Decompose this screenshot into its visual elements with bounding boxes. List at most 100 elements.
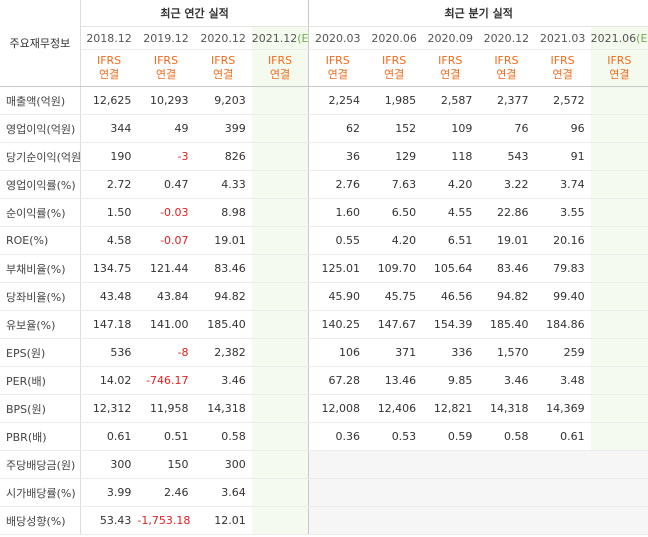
row-label: EPS(원) [0, 338, 81, 367]
annual-value: 9,203 [194, 86, 252, 115]
quarterly-value: 2,377 [478, 86, 535, 115]
row-label: PER(배) [0, 366, 81, 395]
row-label: 영업이익(억원) [0, 114, 81, 143]
annual-value: 4.58 [80, 226, 138, 255]
annual-value: 12.01 [194, 506, 252, 535]
basis-scope: 연결 [269, 68, 291, 81]
estimate-cell [590, 226, 648, 255]
basis-standard: IFRS [153, 54, 179, 67]
quarterly-value: 22.86 [478, 198, 535, 227]
basis-label: IFRS 연결 [534, 49, 591, 87]
period-date: 2020.12 [478, 26, 535, 50]
quarterly-value: 12,406 [366, 394, 423, 423]
quarterly-value: 67.28 [308, 366, 367, 395]
quarterly-value: 2,587 [422, 86, 479, 115]
quarterly-value: 0.59 [422, 422, 479, 451]
quarterly-value: 118 [422, 142, 479, 171]
annual-value: 3.99 [80, 478, 138, 507]
quarterly-value: 62 [308, 114, 367, 143]
row-label: 유보율(%) [0, 310, 81, 339]
basis-standard: IFRS [607, 54, 632, 67]
data-row: PER(배) 14.02 -746.17 3.46 67.28 13.46 9.85 3.46… [0, 366, 648, 395]
annual-value: 121.44 [137, 254, 195, 283]
quarterly-value: 12,821 [422, 394, 479, 423]
annual-value: 43.48 [80, 282, 138, 311]
row-label: 순이익률(%) [0, 198, 81, 227]
quarterly-value: 14,318 [478, 394, 535, 423]
quarterly-value: 4.55 [422, 198, 479, 227]
quarterly-value: 20.16 [534, 226, 591, 255]
basis-label: IFRS 연결 [137, 49, 195, 87]
basis-scope: 연결 [383, 68, 405, 81]
empty-cell [422, 478, 479, 507]
basis-scope: 연결 [98, 68, 120, 81]
quarterly-value: 91 [534, 142, 591, 171]
annual-value: -3 [137, 142, 195, 171]
basis-scope: 연결 [213, 68, 234, 81]
quarterly-value: 3.22 [478, 170, 535, 199]
empty-cell [308, 478, 367, 507]
quarterly-value: 9.85 [422, 366, 479, 395]
annual-value: -0.03 [137, 198, 195, 227]
period-date: 2019.12 [137, 26, 195, 50]
period-date: 2018.12 [80, 26, 138, 50]
data-row: 유보율(%) 147.18 141.00 185.40 140.25 147.67 154.… [0, 310, 648, 339]
period-date: 2020.12 [194, 26, 252, 50]
estimate-cell [251, 226, 310, 255]
annual-value: 4.33 [194, 170, 252, 199]
data-row: BPS(원) 12,312 11,958 14,318 12,008 12,406 12,8… [0, 394, 648, 423]
empty-cell [308, 450, 367, 479]
annual-value: 147.18 [80, 310, 138, 339]
estimate-cell [251, 506, 310, 535]
annual-value: 12,625 [80, 86, 138, 115]
quarterly-value: 140.25 [308, 310, 367, 339]
empty-cell [590, 506, 648, 535]
annual-value: 0.51 [137, 422, 195, 451]
annual-value: 185.40 [194, 310, 252, 339]
quarterly-value: 336 [422, 338, 479, 367]
basis-label: IFRS 연결 [80, 49, 138, 87]
header-row: 2018.122019.122020.122021.12(E)2020.0320… [0, 26, 648, 50]
basis-scope: 연결 [552, 68, 573, 81]
period-date: 2020.09 [422, 26, 479, 50]
empty-cell [534, 450, 591, 479]
quarterly-value: 154.39 [422, 310, 479, 339]
header-title: 주요재무정보 [0, 0, 81, 87]
estimate-cell [251, 366, 310, 395]
header-row: IFRS 연결 IFRS 연결 IFRS 연결 IFRS 연결 IFRS 연결 IFRS 연결 IFRS… [0, 49, 648, 87]
estimate-cell [251, 338, 310, 367]
annual-value: 3.64 [194, 478, 252, 507]
quarterly-value: 109.70 [366, 254, 423, 283]
row-label: ROE(%) [0, 226, 81, 255]
quarterly-value: 13.46 [366, 366, 423, 395]
annual-value: 14.02 [80, 366, 138, 395]
quarterly-value: 12,008 [308, 394, 367, 423]
annual-value: 11,958 [137, 394, 195, 423]
quarterly-value: 96 [534, 114, 591, 143]
annual-value: 49 [137, 114, 195, 143]
basis-label: IFRS 연결 [590, 49, 648, 87]
estimate-cell [251, 254, 310, 283]
quarterly-value: 109 [422, 114, 479, 143]
estimate-cell [251, 114, 310, 143]
annual-value: 190 [80, 142, 138, 171]
empty-cell [422, 450, 479, 479]
quarterly-value: 0.58 [478, 422, 535, 451]
empty-cell [534, 506, 591, 535]
empty-cell [366, 478, 423, 507]
quarterly-value: 36 [308, 142, 367, 171]
annual-value: 94.82 [194, 282, 252, 311]
basis-standard: IFRS [267, 54, 293, 67]
basis-label: IFRS 연결 [251, 49, 310, 87]
quarterly-value: 99.40 [534, 282, 591, 311]
annual-value: 300 [194, 450, 252, 479]
period-date: 2021.06 [590, 31, 637, 45]
row-label: 배당성향(%) [0, 506, 81, 535]
data-row: 당기순이익(억원) 190 -3 826 36 129 118 543 91 [0, 142, 648, 171]
data-row: 주당배당금(원) 300 150 300 [0, 450, 648, 479]
data-row: 매출액(억원) 12,625 10,293 9,203 2,254 1,985 2,587 2… [0, 86, 648, 115]
basis-label: IFRS 연결 [422, 49, 479, 87]
basis-scope: 연결 [155, 68, 177, 81]
row-label: 당기순이익(억원) [0, 142, 81, 171]
